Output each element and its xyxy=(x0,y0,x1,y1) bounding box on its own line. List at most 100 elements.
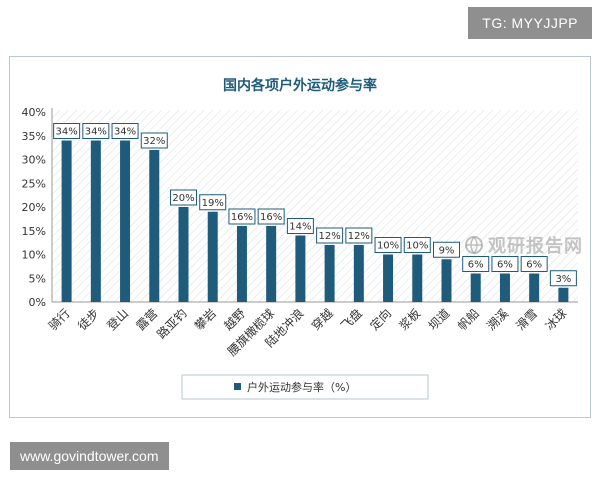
y-tick-label: 0% xyxy=(29,296,46,309)
data-label-text: 34% xyxy=(85,127,107,138)
x-tick-label: 骑行 xyxy=(46,306,73,333)
data-label-box xyxy=(140,132,168,149)
footer-site: www.govindtower.com xyxy=(10,442,169,470)
data-label-box xyxy=(345,227,373,244)
data-label: 34% xyxy=(82,123,110,139)
data-label: 14% xyxy=(286,218,314,234)
chart-title: 国内各项户外运动参与率 xyxy=(223,77,377,94)
bar xyxy=(90,140,101,302)
data-label-box xyxy=(82,123,110,139)
bar xyxy=(470,273,481,302)
data-label-text: 9% xyxy=(439,245,455,256)
data-label-box xyxy=(170,189,197,206)
data-label-text: 34% xyxy=(114,127,136,138)
data-label-box xyxy=(53,123,81,139)
x-tick-label: 滑雪 xyxy=(513,306,540,333)
data-label: 6% xyxy=(520,256,548,272)
y-tick-label: 5% xyxy=(29,272,46,285)
data-label-box xyxy=(228,208,256,225)
data-label-box xyxy=(111,123,139,139)
y-tick-label: 40% xyxy=(22,106,46,119)
data-label: 20% xyxy=(170,189,197,206)
data-label-text: 10% xyxy=(377,241,399,252)
data-label-text: 14% xyxy=(289,222,311,233)
data-label-text: 6% xyxy=(526,260,542,271)
bar xyxy=(207,211,218,302)
data-label-text: 3% xyxy=(555,274,571,285)
bar xyxy=(441,259,452,302)
bars xyxy=(61,140,569,302)
data-label: 34% xyxy=(111,123,139,139)
y-tick-label: 35% xyxy=(22,130,46,143)
data-label-box xyxy=(520,256,548,272)
data-label-text: 12% xyxy=(348,231,370,242)
y-axis: 0% 5% 10% 15% 20% 25% 30% 35% 40% xyxy=(22,106,578,309)
bar xyxy=(266,226,277,302)
data-label-text: 6% xyxy=(468,260,484,271)
data-label-text: 12% xyxy=(318,231,340,242)
data-label: 34% xyxy=(53,123,81,139)
x-tick-label: 帆船 xyxy=(454,306,482,334)
data-labels: 34% 34% 34% 32% 20% 19% 16% 16% 14% 12% 12% 10% 10% 9… xyxy=(53,123,577,287)
watermark-text: 观研报告网 xyxy=(488,236,583,257)
bar xyxy=(236,226,247,302)
x-tick-label: 定向 xyxy=(367,306,395,334)
x-tick-label: 飞盘 xyxy=(337,306,365,334)
legend-box xyxy=(181,374,429,400)
data-label-text: 6% xyxy=(497,260,513,271)
data-label: 10% xyxy=(374,237,402,253)
data-label: 12% xyxy=(316,227,344,244)
bar xyxy=(149,150,160,302)
bar xyxy=(529,273,540,302)
data-label: 16% xyxy=(228,208,256,225)
bar xyxy=(353,245,364,302)
bar xyxy=(295,235,306,302)
y-tick-label: 25% xyxy=(22,177,46,190)
data-label-box xyxy=(491,256,519,272)
x-tick-label: 路亚钓 xyxy=(154,306,190,342)
data-label-text: 32% xyxy=(143,136,165,147)
data-label: 32% xyxy=(140,132,168,149)
header-tag: TG: MYYJJPP xyxy=(468,7,592,39)
x-tick-label: 坝道 xyxy=(426,306,453,333)
data-label-box xyxy=(374,237,402,253)
plot-background xyxy=(52,110,578,302)
data-label: 6% xyxy=(491,256,519,272)
legend: 户外运动参与率（%） xyxy=(181,374,429,400)
data-label: 3% xyxy=(549,270,577,287)
bar xyxy=(324,245,335,302)
data-label-box xyxy=(257,208,285,225)
data-label: 6% xyxy=(462,256,490,272)
data-label-box xyxy=(316,227,344,244)
legend-label: 户外运动参与率（%） xyxy=(247,380,356,394)
data-label-text: 16% xyxy=(231,212,253,223)
bar xyxy=(120,140,131,302)
x-tick-label: 登山 xyxy=(104,306,132,334)
watermark: 观研报告网 xyxy=(464,232,583,260)
data-label-text: 34% xyxy=(55,127,77,138)
data-label-box xyxy=(462,256,490,272)
x-tick-label: 穿越 xyxy=(308,306,336,334)
bar xyxy=(61,140,72,302)
bar xyxy=(558,287,569,302)
data-label-text: 10% xyxy=(406,241,428,252)
bar xyxy=(178,207,189,302)
bar xyxy=(383,254,394,302)
data-label-box xyxy=(433,241,460,258)
x-tick-label: 徒步 xyxy=(75,306,102,333)
data-label-box xyxy=(199,194,227,211)
data-label-box xyxy=(286,218,314,234)
x-tick-label: 攀岩 xyxy=(191,306,219,334)
data-label: 19% xyxy=(199,194,227,211)
bar xyxy=(412,254,423,302)
data-label-text: 20% xyxy=(172,193,194,204)
data-label-box xyxy=(549,270,577,287)
data-label-text: 19% xyxy=(202,198,224,209)
x-tick-label: 冰球 xyxy=(543,306,570,333)
bar xyxy=(499,273,510,302)
data-label-box xyxy=(403,237,431,253)
y-tick-label: 15% xyxy=(22,225,46,238)
data-label: 10% xyxy=(403,237,431,253)
